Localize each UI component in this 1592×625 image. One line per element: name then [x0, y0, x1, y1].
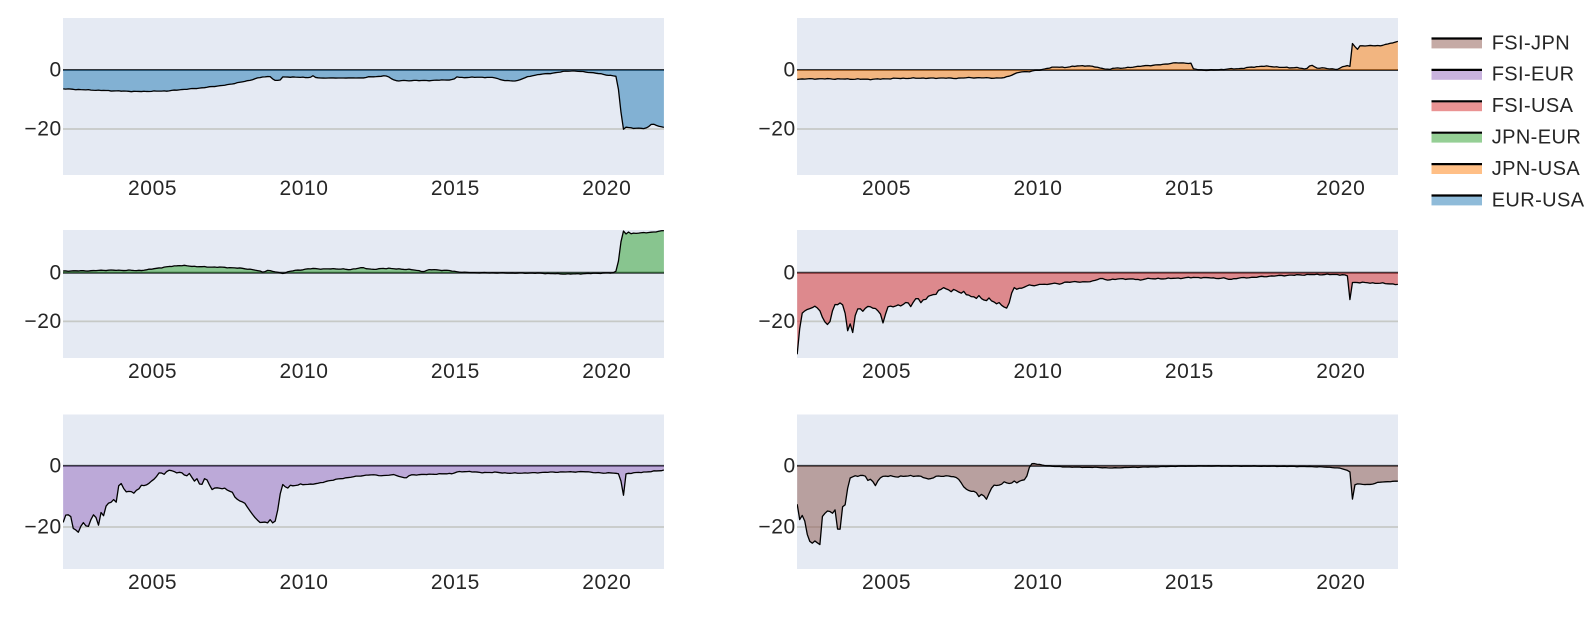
svg-text:2005: 2005 — [862, 177, 911, 200]
svg-text:2015: 2015 — [431, 571, 480, 594]
svg-text:2020: 2020 — [1316, 177, 1365, 200]
svg-text:2005: 2005 — [128, 571, 177, 594]
svg-text:−20: −20 — [24, 310, 61, 333]
svg-text:−20: −20 — [758, 118, 795, 141]
svg-text:2005: 2005 — [128, 177, 177, 200]
svg-text:−20: −20 — [758, 516, 795, 539]
svg-text:2015: 2015 — [1165, 177, 1214, 200]
svg-text:0: 0 — [784, 262, 796, 285]
svg-text:2005: 2005 — [862, 571, 911, 594]
svg-text:FSI-USA: FSI-USA — [1492, 95, 1574, 117]
svg-text:JPN-USA: JPN-USA — [1492, 158, 1581, 180]
svg-text:JPN-EUR: JPN-EUR — [1492, 127, 1581, 149]
svg-text:2020: 2020 — [1316, 360, 1365, 383]
svg-text:−20: −20 — [758, 310, 795, 333]
svg-text:2015: 2015 — [1165, 571, 1214, 594]
svg-text:2020: 2020 — [1316, 571, 1365, 594]
svg-text:EUR-USA: EUR-USA — [1492, 189, 1585, 211]
svg-text:−20: −20 — [24, 516, 61, 539]
svg-text:2015: 2015 — [431, 360, 480, 383]
svg-text:FSI-EUR: FSI-EUR — [1492, 64, 1575, 86]
svg-text:2020: 2020 — [582, 177, 631, 200]
svg-text:2020: 2020 — [582, 571, 631, 594]
svg-text:2015: 2015 — [431, 177, 480, 200]
svg-text:2015: 2015 — [1165, 360, 1214, 383]
svg-text:0: 0 — [784, 455, 796, 478]
svg-text:−20: −20 — [24, 118, 61, 141]
svg-text:0: 0 — [50, 455, 62, 478]
svg-text:0: 0 — [50, 262, 62, 285]
svg-text:0: 0 — [50, 59, 62, 82]
svg-text:2010: 2010 — [279, 360, 328, 383]
svg-text:2010: 2010 — [1013, 360, 1062, 383]
svg-text:2010: 2010 — [279, 177, 328, 200]
svg-text:2010: 2010 — [279, 571, 328, 594]
svg-text:2010: 2010 — [1013, 571, 1062, 594]
svg-text:2005: 2005 — [862, 360, 911, 383]
svg-text:2010: 2010 — [1013, 177, 1062, 200]
svg-text:0: 0 — [784, 59, 796, 82]
svg-text:2005: 2005 — [128, 360, 177, 383]
svg-text:FSI-JPN: FSI-JPN — [1492, 32, 1570, 54]
svg-text:2020: 2020 — [582, 360, 631, 383]
